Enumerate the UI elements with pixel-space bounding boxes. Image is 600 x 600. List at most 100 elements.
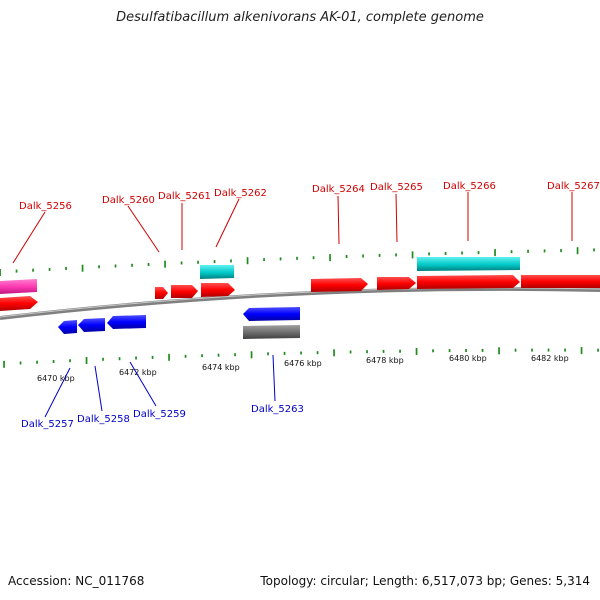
tick-mark xyxy=(246,257,249,265)
tick-mark xyxy=(543,249,546,253)
tick-mark xyxy=(514,348,517,352)
label-leader xyxy=(337,195,340,245)
tick-label: 6470 kbp xyxy=(37,374,75,383)
cds-arrow-reverse[interactable] xyxy=(78,318,105,332)
tick-mark xyxy=(366,350,368,354)
cds-arrow[interactable] xyxy=(311,278,368,292)
tick-mark xyxy=(69,359,71,363)
gene-label[interactable]: Dalk_5258 xyxy=(77,414,130,425)
tick-mark xyxy=(52,360,55,363)
tick-mark xyxy=(415,348,418,355)
tick-mark xyxy=(230,259,232,263)
cds-arrow-reverse[interactable] xyxy=(243,307,300,321)
outer-tick-row xyxy=(0,247,595,276)
cds-arrow[interactable] xyxy=(155,287,168,299)
tick-mark xyxy=(85,357,88,364)
cds-arrow[interactable] xyxy=(201,283,235,297)
label-leader xyxy=(127,205,160,253)
tick-mark xyxy=(494,249,496,257)
tick-mark xyxy=(329,254,331,262)
tick-mark xyxy=(547,348,550,352)
tick-mark xyxy=(118,357,121,361)
reverse-gene-labels: Dalk_5257 Dalk_5258 Dalk_5259 Dalk_5263 xyxy=(21,404,304,430)
tick-mark xyxy=(201,354,203,358)
gene-label[interactable]: Dalk_5266 xyxy=(443,181,496,192)
cds-arrow-reverse[interactable] xyxy=(58,320,77,334)
tick-mark xyxy=(98,265,100,269)
rna-feature[interactable] xyxy=(417,257,520,271)
label-leader xyxy=(44,367,71,418)
tick-mark xyxy=(184,354,187,358)
tick-mark xyxy=(312,256,315,260)
gene-label[interactable]: Dalk_5262 xyxy=(214,188,267,199)
tick-mark xyxy=(180,261,183,265)
gene-label[interactable]: Dalk_5261 xyxy=(158,191,211,202)
cds-arrow[interactable] xyxy=(0,296,38,311)
tick-label: 6482 kbp xyxy=(531,354,569,363)
tick-mark xyxy=(279,257,282,261)
tick-mark xyxy=(378,253,381,257)
reverse-label-lines xyxy=(44,354,276,418)
tick-mark xyxy=(283,351,286,355)
gene-label[interactable]: Dalk_5257 xyxy=(21,419,74,430)
tick-mark xyxy=(217,353,220,357)
tick-mark xyxy=(510,250,513,254)
gene-label[interactable]: Dalk_5263 xyxy=(251,404,304,415)
tick-mark xyxy=(411,251,414,259)
tick-mark xyxy=(168,353,170,361)
tick-mark xyxy=(114,264,117,268)
label-leader xyxy=(94,365,103,412)
tick-mark xyxy=(395,253,397,257)
tick-mark xyxy=(597,348,599,352)
inner-tick-row xyxy=(3,347,599,368)
tick-mark xyxy=(15,269,18,273)
label-leader xyxy=(12,211,46,264)
pink-feature[interactable] xyxy=(0,279,37,294)
tick-mark xyxy=(234,353,236,357)
tick-mark xyxy=(19,361,22,365)
tick-mark xyxy=(481,348,484,352)
gene-label[interactable]: Dalk_5264 xyxy=(312,184,365,195)
tick-mark xyxy=(593,248,595,252)
tick-mark xyxy=(333,349,335,357)
tick-mark xyxy=(151,355,154,359)
cds-arrow[interactable] xyxy=(377,277,416,290)
forward-features xyxy=(0,257,600,311)
tick-mark xyxy=(296,256,298,260)
tick-mark xyxy=(399,349,401,353)
gene-label[interactable]: Dalk_5256 xyxy=(19,201,72,212)
cds-arrow[interactable] xyxy=(417,275,520,289)
tick-mark xyxy=(345,255,348,258)
tick-mark xyxy=(36,360,38,364)
gene-label[interactable]: Dalk_5259 xyxy=(133,409,186,420)
tick-label: 6476 kbp xyxy=(284,359,322,368)
gene-label[interactable]: Dalk_5265 xyxy=(370,182,423,193)
accession-text: Accession: NC_011768 xyxy=(8,574,145,588)
genome-backbone xyxy=(0,286,600,320)
label-leader xyxy=(215,198,240,248)
tick-mark xyxy=(164,260,166,268)
map-title: Desulfatibacillum alkenivorans AK-01, co… xyxy=(116,10,484,25)
tick-mark xyxy=(477,251,480,255)
gray-feature[interactable] xyxy=(243,325,300,339)
tick-mark xyxy=(362,254,364,258)
gene-label[interactable]: Dalk_5260 xyxy=(102,195,155,206)
tick-mark xyxy=(131,263,133,267)
cds-arrow[interactable] xyxy=(171,285,198,298)
tick-label: 6474 kbp xyxy=(202,363,240,372)
tick-mark xyxy=(197,260,199,264)
tick-mark xyxy=(65,267,67,270)
forward-label-lines xyxy=(12,192,573,264)
tick-mark xyxy=(147,263,150,266)
gene-label[interactable]: Dalk_5267 xyxy=(547,181,600,192)
rna-feature[interactable] xyxy=(200,265,234,279)
cds-arrow[interactable] xyxy=(521,275,600,288)
tick-mark xyxy=(349,350,352,354)
tick-mark xyxy=(444,252,447,255)
tick-mark xyxy=(428,252,430,256)
cds-arrow-reverse[interactable] xyxy=(107,315,146,329)
tick-mark xyxy=(465,349,467,352)
label-leader xyxy=(395,193,398,243)
tick-mark xyxy=(461,251,463,255)
